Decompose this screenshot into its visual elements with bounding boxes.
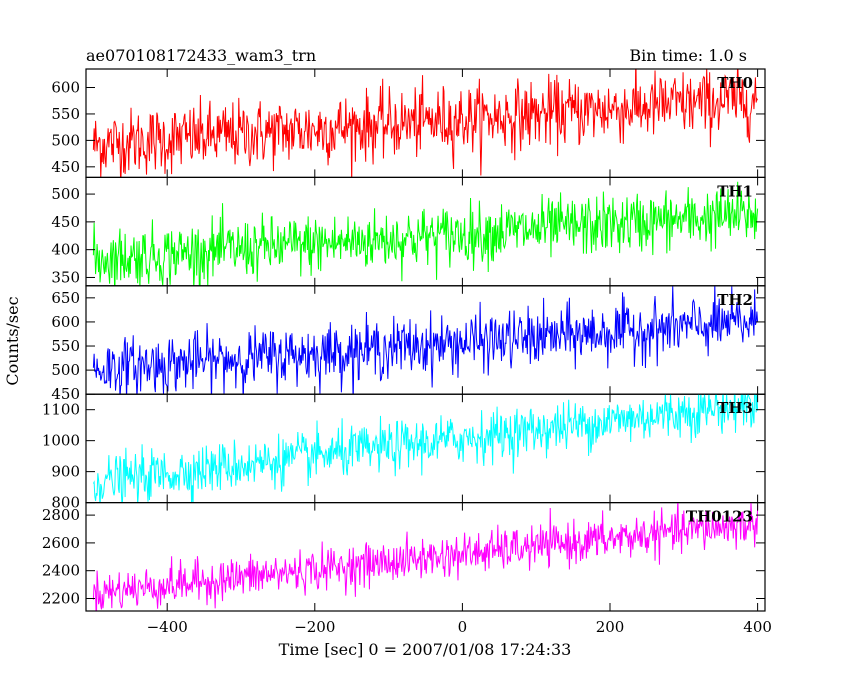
y-tick-label: 450 bbox=[51, 158, 80, 176]
panel-th0: 450 500 550 600 TH0 bbox=[51, 68, 766, 179]
panel-th1: 350 400 450 500 TH1 bbox=[51, 176, 766, 286]
y-tick-label: 2600 bbox=[42, 534, 80, 552]
y-tick-label: 2200 bbox=[42, 589, 80, 607]
series-line-th2 bbox=[92, 285, 759, 395]
y-tick-label: 650 bbox=[51, 289, 80, 307]
y-tick-label: 800 bbox=[51, 494, 80, 512]
panel-th0123: 2200 2400 2600 2800 TH0123 bbox=[42, 502, 766, 612]
y-tick-label: 500 bbox=[51, 361, 80, 379]
panel-th2: 450 500 550 600 650 TH2 bbox=[51, 285, 766, 403]
x-tick-label: −400 bbox=[147, 618, 188, 636]
y-tick-label: 600 bbox=[51, 313, 80, 331]
y-tick-label: 900 bbox=[51, 463, 80, 481]
y-tick-label: 600 bbox=[51, 79, 80, 97]
series-line-th0123 bbox=[92, 502, 759, 612]
y-tick-label: 500 bbox=[51, 185, 80, 203]
y-tick-label: 1000 bbox=[42, 432, 80, 450]
panel-label-th3: TH3 bbox=[717, 399, 753, 417]
panel-label-th0123: TH0123 bbox=[686, 508, 753, 526]
y-tick-label: 2400 bbox=[42, 562, 80, 580]
x-tick-label: 400 bbox=[743, 618, 772, 636]
y-tick-label: 500 bbox=[51, 131, 80, 149]
y-tick-label: 350 bbox=[51, 268, 80, 286]
y-tick-label: 450 bbox=[51, 213, 80, 231]
y-tick-label: 550 bbox=[51, 337, 80, 355]
y-tick-label: 450 bbox=[51, 385, 80, 403]
bin-time-label: Bin time: 1.0 s bbox=[629, 46, 747, 65]
x-tick-label: 200 bbox=[596, 618, 625, 636]
y-tick-label: 2800 bbox=[42, 506, 80, 524]
plot-title-left: ae070108172433_wam3_trn bbox=[86, 46, 316, 65]
panel-label-th1: TH1 bbox=[717, 182, 753, 200]
series-line-th3 bbox=[92, 394, 759, 503]
y-tick-label: 550 bbox=[51, 105, 80, 123]
x-tick-label: −200 bbox=[294, 618, 335, 636]
series-line-th0 bbox=[92, 69, 759, 178]
x-axis-label: Time [sec] 0 = 2007/01/08 17:24:33 bbox=[279, 640, 572, 659]
panel-frame bbox=[85, 502, 766, 612]
x-axis: −400 −200 0 200 400 bbox=[147, 618, 772, 636]
panel-th3: 800 900 1000 1100 TH3 bbox=[42, 393, 766, 512]
panel-label-th0: TH0 bbox=[717, 74, 753, 92]
series-line-th1 bbox=[92, 181, 759, 286]
panel-frame bbox=[85, 68, 766, 179]
panel-label-th2: TH2 bbox=[717, 291, 753, 309]
panels-group: 450 500 550 600 TH0 350 400 450 500 TH1 450 500 550 6… bbox=[42, 68, 766, 612]
y-tick-label: 400 bbox=[51, 241, 80, 259]
y-tick-label: 1100 bbox=[42, 401, 80, 419]
y-axis-label: Counts/sec bbox=[3, 296, 22, 385]
x-tick-label: 0 bbox=[458, 618, 468, 636]
